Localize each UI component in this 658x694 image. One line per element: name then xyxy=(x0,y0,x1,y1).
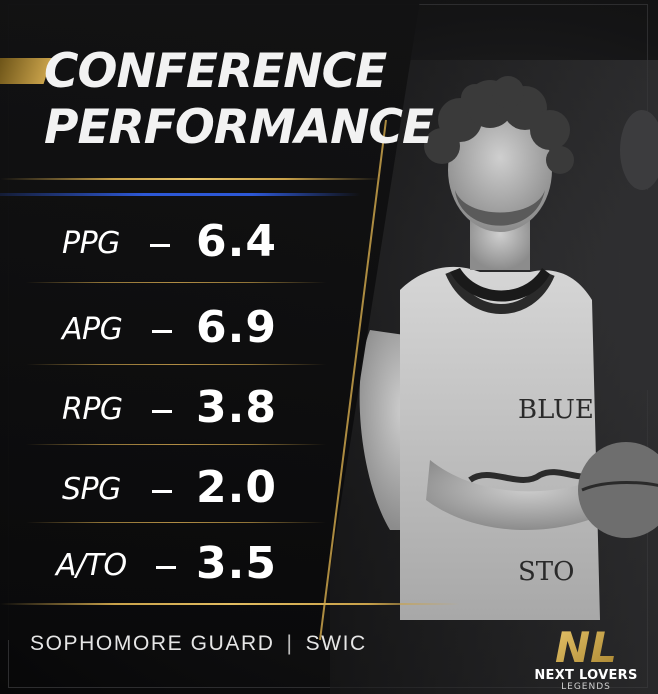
stat-separator xyxy=(26,522,326,523)
stat-dash xyxy=(152,490,172,493)
title-blue-rule xyxy=(0,193,360,196)
stat-row: PPG 6.4 xyxy=(0,200,360,280)
stat-label: A/TO xyxy=(56,548,127,583)
stat-label: APG xyxy=(62,312,123,347)
stat-row: A/TO 3.5 xyxy=(0,522,360,602)
stat-value: 2.0 xyxy=(196,462,277,513)
title-line-2: PERFORMANCE xyxy=(44,100,434,155)
stat-value: 3.8 xyxy=(196,382,277,433)
title-line-1: CONFERENCE xyxy=(44,44,387,99)
graphic-title: CONFERENCE PERFORMANCE xyxy=(44,44,434,156)
stat-row: RPG 3.8 xyxy=(0,366,360,446)
player-position: SOPHOMORE GUARD xyxy=(30,632,275,655)
stat-label: SPG xyxy=(62,472,121,507)
brand-logo: NL xyxy=(555,623,617,672)
stat-separator xyxy=(26,444,326,445)
stat-dash xyxy=(152,330,172,333)
footer-gold-rule xyxy=(0,603,460,605)
logo-monogram: NL xyxy=(555,623,617,672)
stat-label: PPG xyxy=(62,226,120,261)
stat-value: 6.4 xyxy=(196,216,277,267)
title-gold-rule xyxy=(0,178,380,180)
stat-label: RPG xyxy=(62,392,123,427)
footer-caption: SOPHOMORE GUARD | SWIC xyxy=(30,632,367,656)
logo-sub: LEGENDS xyxy=(561,682,611,692)
stat-dash xyxy=(152,410,172,413)
stat-row: APG 6.9 xyxy=(0,286,360,366)
stat-dash xyxy=(156,566,176,569)
footer-separator: | xyxy=(286,632,294,655)
player-school: SWIC xyxy=(305,632,367,655)
stat-separator xyxy=(26,364,326,365)
jersey-text-bottom: STO xyxy=(518,557,574,587)
stat-value: 6.9 xyxy=(196,302,277,353)
logo-name: NEXT LOVERS xyxy=(534,668,638,683)
stat-separator xyxy=(26,282,326,283)
stat-dash xyxy=(150,244,170,247)
stat-row: SPG 2.0 xyxy=(0,446,360,526)
jersey-text-top: BLUE xyxy=(518,395,594,425)
stat-value: 3.5 xyxy=(196,538,277,589)
